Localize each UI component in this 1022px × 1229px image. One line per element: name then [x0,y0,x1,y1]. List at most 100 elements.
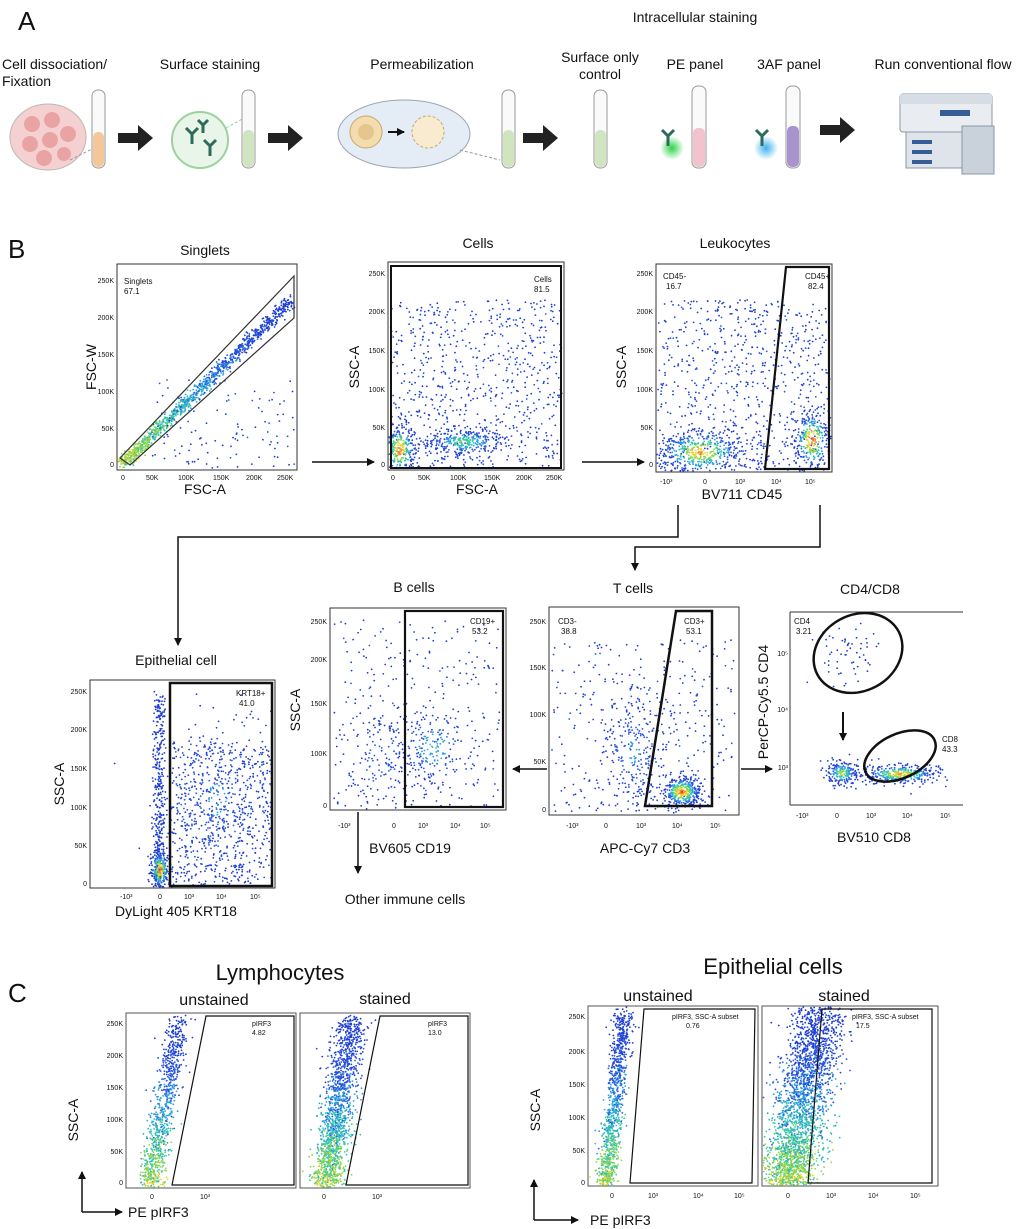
event-dot [155,872,157,875]
event-dot [455,436,457,439]
event-dot [515,389,518,392]
event-dot [420,359,422,362]
event-dot [164,858,167,861]
gate-value: 82.4 [808,282,824,291]
event-dot [682,435,685,438]
event-dot [694,444,697,447]
event-dot [238,793,241,796]
event-dot [688,451,691,454]
event-dot [717,386,720,388]
event-dot [218,358,220,361]
event-dot [267,325,270,328]
event-dot [247,757,250,760]
event-dot [449,435,452,438]
event-dot [162,805,165,808]
event-dot [768,455,770,457]
event-dot [163,700,166,703]
event-dot [400,413,403,416]
event-dot [523,419,526,422]
event-dot [709,441,712,443]
event-dot [276,441,279,444]
event-dot [684,387,687,390]
event-dot [679,469,682,472]
event-dot [756,453,758,455]
event-dot [431,439,433,442]
event-dot [396,436,399,438]
event-dot [420,309,422,312]
event-dot [247,830,249,833]
event-dot [460,330,463,332]
event-dot [521,458,524,460]
event-dot [444,409,447,412]
event-dot [290,302,293,305]
event-dot [162,852,164,855]
event-dot [182,400,185,403]
event-dot [184,824,187,827]
event-dot [506,367,508,369]
event-dot [177,811,179,813]
event-dot [527,351,530,354]
event-dot [488,309,491,312]
event-dot [403,459,406,462]
event-dot [152,885,155,888]
event-dot [706,300,709,302]
event-dot [506,458,508,461]
event-dot [709,445,712,448]
event-dot [230,872,233,874]
event-dot [484,333,487,336]
event-dot [825,443,828,445]
event-dot [680,458,682,461]
event-dot [512,386,515,389]
event-dot [189,389,192,392]
event-dot [483,358,486,361]
event-dot [805,436,807,439]
event-dot [435,429,437,432]
event-dot [549,318,552,321]
event-dot [745,357,748,360]
event-dot [803,470,806,472]
event-dot [800,445,803,448]
event-dot [184,403,187,406]
event-dot [524,332,527,335]
event-dot [524,462,527,465]
event-dot [545,455,547,458]
event-dot [779,415,782,417]
event-dot [402,432,404,434]
event-dot [704,398,707,400]
tube-surface-only-icon [593,89,608,169]
event-dot [436,324,438,326]
event-dot [478,459,481,462]
event-dot [195,389,198,392]
event-dot [424,445,427,447]
event-dot [781,342,784,344]
event-dot [758,442,760,444]
event-dot [713,364,715,366]
event-dot [176,812,179,815]
event-dot [677,432,680,435]
event-dot [689,396,692,398]
event-dot [155,422,158,424]
event-dot [263,324,266,327]
event-dot [187,774,190,776]
event-dot [224,869,227,872]
event-dot [814,409,817,411]
event-dot [445,451,448,454]
event-dot [250,463,253,465]
event-dot [529,352,532,355]
event-dot [678,328,681,331]
event-dot [143,436,146,439]
event-dot [441,445,444,448]
event-dot [157,425,159,427]
event-dot [454,443,457,446]
event-dot [718,436,721,439]
event-dot [431,404,434,406]
event-dot [529,337,532,339]
event-dot [440,433,442,436]
event-dot [428,450,431,453]
event-dot [418,393,421,396]
event-dot [212,820,214,822]
event-dot [738,366,740,369]
event-dot [204,379,207,382]
event-dot [158,420,161,422]
event-dot [679,436,682,439]
